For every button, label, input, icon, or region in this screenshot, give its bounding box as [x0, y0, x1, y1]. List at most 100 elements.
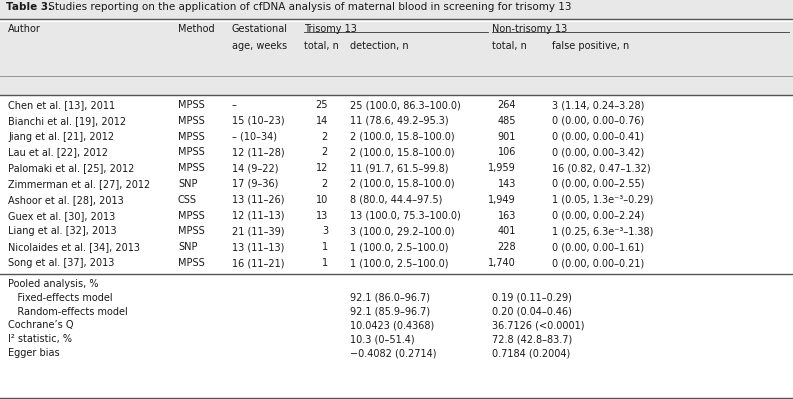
Text: MPSS: MPSS	[178, 116, 205, 126]
Text: Zimmerman et al. [27], 2012: Zimmerman et al. [27], 2012	[8, 179, 150, 189]
Text: 1,959: 1,959	[488, 163, 516, 173]
Text: 264: 264	[497, 100, 516, 110]
Text: 10.0423 (0.4368): 10.0423 (0.4368)	[350, 320, 435, 330]
Text: 0.7184 (0.2004): 0.7184 (0.2004)	[492, 348, 570, 358]
Text: Random-effects model: Random-effects model	[8, 306, 128, 316]
Text: 2 (100.0, 15.8–100.0): 2 (100.0, 15.8–100.0)	[350, 179, 454, 189]
Text: Author: Author	[8, 24, 41, 34]
Text: 401: 401	[498, 226, 516, 236]
Text: 0 (0.00, 0.00–2.24): 0 (0.00, 0.00–2.24)	[552, 211, 645, 221]
Text: Ashoor et al. [28], 2013: Ashoor et al. [28], 2013	[8, 195, 124, 205]
Text: 228: 228	[497, 242, 516, 252]
Text: 11 (78.6, 49.2–95.3): 11 (78.6, 49.2–95.3)	[350, 116, 449, 126]
Text: 901: 901	[498, 132, 516, 142]
Text: −0.4082 (0.2714): −0.4082 (0.2714)	[350, 348, 436, 358]
Text: 1,740: 1,740	[488, 258, 516, 268]
Text: 72.8 (42.8–83.7): 72.8 (42.8–83.7)	[492, 334, 573, 344]
Text: 12 (11–28): 12 (11–28)	[232, 147, 285, 157]
Text: 106: 106	[498, 147, 516, 157]
Text: 11 (91.7, 61.5–99.8): 11 (91.7, 61.5–99.8)	[350, 163, 449, 173]
Text: false positive, n: false positive, n	[552, 41, 630, 51]
Text: Gestational: Gestational	[232, 24, 288, 34]
Text: Palomaki et al. [25], 2012: Palomaki et al. [25], 2012	[8, 163, 134, 173]
Text: 8 (80.0, 44.4–97.5): 8 (80.0, 44.4–97.5)	[350, 195, 442, 205]
Text: 1 (100.0, 2.5–100.0): 1 (100.0, 2.5–100.0)	[350, 242, 449, 252]
Text: SNP: SNP	[178, 179, 197, 189]
Text: Chen et al. [13], 2011: Chen et al. [13], 2011	[8, 100, 115, 110]
Text: CSS: CSS	[178, 195, 197, 205]
Text: 92.1 (86.0–96.7): 92.1 (86.0–96.7)	[350, 293, 430, 303]
Text: 3 (100.0, 29.2–100.0): 3 (100.0, 29.2–100.0)	[350, 226, 454, 236]
Text: Liang et al. [32], 2013: Liang et al. [32], 2013	[8, 226, 117, 236]
Text: 2: 2	[322, 179, 328, 189]
Text: 0 (0.00, 0.00–0.21): 0 (0.00, 0.00–0.21)	[552, 258, 644, 268]
Text: 2 (100.0, 15.8–100.0): 2 (100.0, 15.8–100.0)	[350, 147, 454, 157]
Text: Table 3.: Table 3.	[6, 2, 52, 12]
Text: 13 (100.0, 75.3–100.0): 13 (100.0, 75.3–100.0)	[350, 211, 461, 221]
Text: total, n: total, n	[304, 41, 339, 51]
Text: 25 (100.0, 86.3–100.0): 25 (100.0, 86.3–100.0)	[350, 100, 461, 110]
Text: Jiang et al. [21], 2012: Jiang et al. [21], 2012	[8, 132, 114, 142]
Text: MPSS: MPSS	[178, 258, 205, 268]
Bar	[0, 22, 793, 95]
Text: 16 (0.82, 0.47–1.32): 16 (0.82, 0.47–1.32)	[552, 163, 650, 173]
Text: 485: 485	[497, 116, 516, 126]
Text: 0 (0.00, 0.00–1.61): 0 (0.00, 0.00–1.61)	[552, 242, 644, 252]
Text: 92.1 (85.9–96.7): 92.1 (85.9–96.7)	[350, 306, 430, 316]
Text: 12: 12	[316, 163, 328, 173]
Text: 0 (0.00, 0.00–0.41): 0 (0.00, 0.00–0.41)	[552, 132, 644, 142]
Text: Cochrane’s Q: Cochrane’s Q	[8, 320, 74, 330]
Text: SNP: SNP	[178, 242, 197, 252]
Text: 1: 1	[322, 242, 328, 252]
Text: 2 (100.0, 15.8–100.0): 2 (100.0, 15.8–100.0)	[350, 132, 454, 142]
Text: 0 (0.00, 0.00–0.76): 0 (0.00, 0.00–0.76)	[552, 116, 644, 126]
Text: 1 (0.05, 1.3e⁻³–0.29): 1 (0.05, 1.3e⁻³–0.29)	[552, 195, 653, 205]
Text: 21 (11–39): 21 (11–39)	[232, 226, 285, 236]
Text: 0.19 (0.11–0.29): 0.19 (0.11–0.29)	[492, 293, 572, 303]
Text: 16 (11–21): 16 (11–21)	[232, 258, 285, 268]
Text: Nicolaides et al. [34], 2013: Nicolaides et al. [34], 2013	[8, 242, 140, 252]
Text: 1,949: 1,949	[488, 195, 516, 205]
Text: 13 (11–13): 13 (11–13)	[232, 242, 285, 252]
Text: 25: 25	[316, 100, 328, 110]
Text: 1: 1	[322, 258, 328, 268]
Text: 0 (0.00, 0.00–2.55): 0 (0.00, 0.00–2.55)	[552, 179, 645, 189]
Text: 10.3 (0–51.4): 10.3 (0–51.4)	[350, 334, 415, 344]
Text: Song et al. [37], 2013: Song et al. [37], 2013	[8, 258, 114, 268]
Text: MPSS: MPSS	[178, 226, 205, 236]
Text: 10: 10	[316, 195, 328, 205]
Text: 15 (10–23): 15 (10–23)	[232, 116, 285, 126]
Text: MPSS: MPSS	[178, 211, 205, 221]
Text: 14: 14	[316, 116, 328, 126]
Text: 1 (100.0, 2.5–100.0): 1 (100.0, 2.5–100.0)	[350, 258, 449, 268]
Text: detection, n: detection, n	[350, 41, 408, 51]
Text: 3 (1.14, 0.24–3.28): 3 (1.14, 0.24–3.28)	[552, 100, 645, 110]
Text: Egger bias: Egger bias	[8, 348, 59, 358]
Text: Pooled analysis, %: Pooled analysis, %	[8, 279, 98, 289]
Text: 3: 3	[322, 226, 328, 236]
Text: –: –	[232, 100, 237, 110]
Text: MPSS: MPSS	[178, 100, 205, 110]
Text: Method: Method	[178, 24, 215, 34]
Text: 36.7126 (<0.0001): 36.7126 (<0.0001)	[492, 320, 584, 330]
Text: Trisomy 13: Trisomy 13	[304, 24, 357, 34]
Text: 0.20 (0.04–0.46): 0.20 (0.04–0.46)	[492, 306, 572, 316]
Text: – (10–34): – (10–34)	[232, 132, 277, 142]
Text: 1 (0.25, 6.3e⁻³–1.38): 1 (0.25, 6.3e⁻³–1.38)	[552, 226, 653, 236]
Bar	[0, 0, 793, 19]
Text: 143: 143	[498, 179, 516, 189]
Text: 2: 2	[322, 147, 328, 157]
Text: Lau et al. [22], 2012: Lau et al. [22], 2012	[8, 147, 108, 157]
Text: total, n: total, n	[492, 41, 527, 51]
Text: Non-trisomy 13: Non-trisomy 13	[492, 24, 567, 34]
Text: Guex et al. [30], 2013: Guex et al. [30], 2013	[8, 211, 115, 221]
Text: MPSS: MPSS	[178, 163, 205, 173]
Text: 0 (0.00, 0.00–3.42): 0 (0.00, 0.00–3.42)	[552, 147, 644, 157]
Text: Fixed-effects model: Fixed-effects model	[8, 293, 113, 303]
Text: 13: 13	[316, 211, 328, 221]
Text: 163: 163	[498, 211, 516, 221]
Text: 12 (11–13): 12 (11–13)	[232, 211, 285, 221]
Text: 2: 2	[322, 132, 328, 142]
Text: Studies reporting on the application of cfDNA analysis of maternal blood in scre: Studies reporting on the application of …	[45, 2, 572, 12]
Text: I² statistic, %: I² statistic, %	[8, 334, 72, 344]
